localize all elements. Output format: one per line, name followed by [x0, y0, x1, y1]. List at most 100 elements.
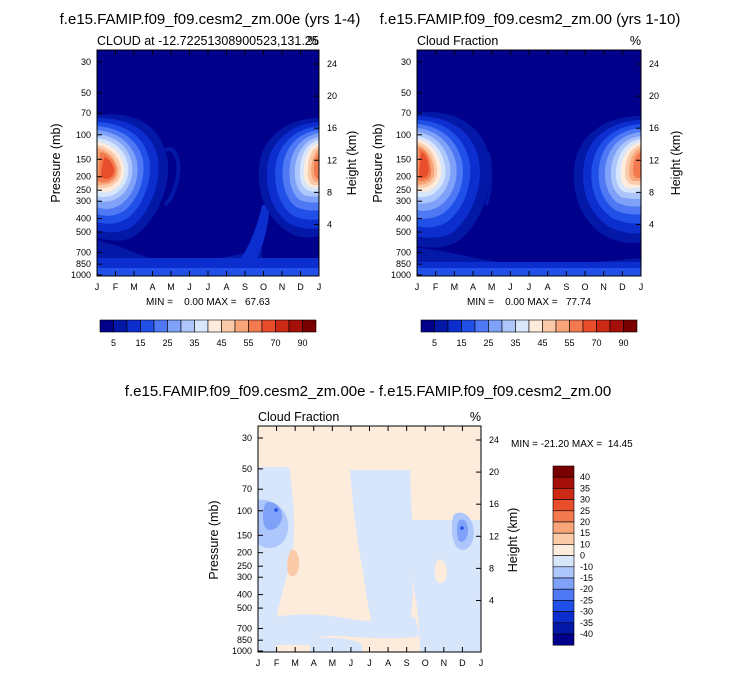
colorbar-label: 30 — [580, 495, 590, 505]
x-tick-label: J — [367, 658, 372, 668]
colorbar-label: 20 — [580, 517, 590, 527]
y-tick-label: 150 — [237, 530, 252, 540]
x-tick-label: D — [619, 282, 626, 292]
colorbar-label: 35 — [580, 483, 590, 493]
x-tick-label: M — [488, 282, 496, 292]
colorbar-swatch — [207, 319, 222, 333]
y-right-tick-label: 24 — [649, 59, 659, 69]
colorbar-swatch — [552, 521, 575, 534]
colorbar-label: 0 — [580, 551, 585, 561]
y-tick-label: 30 — [401, 57, 411, 67]
colorbar-swatch — [609, 319, 624, 333]
colorbar-swatch — [248, 319, 263, 333]
x-tick-label: D — [459, 658, 466, 668]
x-tick-label: S — [404, 658, 410, 668]
panel-3: f.e15.FAMIP.f09_f09.cesm2_zm.00e - f.e15… — [125, 383, 633, 668]
colorbar-label: 15 — [580, 528, 590, 538]
y-right-tick-label: 16 — [327, 123, 337, 133]
x-tick-label: N — [441, 658, 448, 668]
colorbar-label: 45 — [216, 338, 226, 348]
y-right-tick-label: 8 — [489, 563, 494, 573]
colorbar-swatch — [501, 319, 516, 333]
panel-3-title: f.e15.FAMIP.f09_f09.cesm2_zm.00e - f.e15… — [125, 383, 611, 400]
colorbar-swatch — [552, 600, 575, 612]
panel-2-left-blob — [417, 111, 491, 248]
panel-2-field — [417, 50, 641, 276]
panel-2-stats: MIN = 0.00 MAX = 77.74 — [467, 297, 591, 308]
x-tick-label: A — [385, 658, 391, 668]
y-tick-label: 70 — [81, 108, 91, 118]
panel-1-colorbar: 5 15 25 35 45 55 70 90 — [99, 319, 317, 348]
colorbar-swatch — [221, 319, 236, 333]
y-right-tick-label: 20 — [489, 467, 499, 477]
colorbar-swatch — [302, 319, 317, 333]
y-right-tick-label: 12 — [489, 531, 499, 541]
colorbar-swatch — [99, 319, 114, 333]
colorbar-swatch — [126, 319, 141, 333]
y-right-tick-label: 4 — [649, 219, 654, 229]
y-right-tick-label: 8 — [327, 187, 332, 197]
panel-3-subtitle-right: % — [470, 410, 481, 424]
colorbar-label: -20 — [580, 584, 593, 594]
y-tick-label: 50 — [242, 464, 252, 474]
colorbar-swatch — [552, 544, 575, 556]
y-tick-label: 100 — [396, 130, 411, 140]
colorbar-swatch — [552, 555, 575, 568]
y-tick-label: 250 — [237, 561, 252, 571]
colorbar-swatch — [194, 319, 209, 333]
y-tick-label: 1000 — [391, 270, 411, 280]
y-tick-label: 30 — [242, 433, 252, 443]
panel-3-ylabel-right: Height (km) — [506, 508, 520, 573]
x-tick-label: J — [187, 282, 192, 292]
x-tick-label: A — [223, 282, 229, 292]
colorbar-swatch — [552, 488, 575, 500]
panel-3-ylabel: Pressure (mb) — [207, 500, 221, 579]
colorbar-swatch — [288, 319, 303, 333]
y-tick-label: 850 — [237, 635, 252, 645]
y-right-tick-label: 20 — [327, 91, 337, 101]
panel-3-subtitle-left: Cloud Fraction — [258, 410, 339, 424]
y-tick-label: 850 — [76, 259, 91, 269]
colorbar-swatch — [552, 532, 575, 545]
colorbar-label: 45 — [537, 338, 547, 348]
panel-1-stats: MIN = 0.00 MAX = 67.63 — [146, 297, 270, 308]
colorbar-swatch — [261, 319, 276, 333]
x-tick-label: A — [149, 282, 155, 292]
colorbar-swatch — [552, 577, 575, 590]
x-tick-label: S — [563, 282, 569, 292]
y-tick-label: 400 — [396, 214, 411, 224]
colorbar-swatch — [552, 611, 575, 624]
y-tick-label: 70 — [401, 108, 411, 118]
colorbar-swatch — [180, 319, 195, 333]
x-tick-label: S — [242, 282, 248, 292]
y-right-tick-label: 16 — [489, 499, 499, 509]
colorbar-label: 5 — [111, 338, 116, 348]
colorbar-swatch — [447, 319, 462, 333]
y-tick-label: 700 — [76, 247, 91, 257]
panel-1-left-blob — [97, 114, 169, 241]
y-tick-label: 400 — [237, 590, 252, 600]
y-tick-label: 250 — [396, 185, 411, 195]
x-tick-label: D — [297, 282, 304, 292]
x-tick-label: M — [291, 658, 299, 668]
colorbar-label: 25 — [162, 338, 172, 348]
colorbar-swatch — [552, 633, 575, 646]
x-tick-label: J — [95, 282, 100, 292]
colorbar-label: 40 — [580, 472, 590, 482]
x-tick-label: O — [260, 282, 267, 292]
panel-2-subtitle-right: % — [630, 34, 641, 48]
y-right-tick-label: 20 — [649, 91, 659, 101]
colorbar-swatch — [153, 319, 168, 333]
colorbar-label: 10 — [580, 539, 590, 549]
x-tick-label: F — [433, 282, 439, 292]
colorbar-swatch — [474, 319, 489, 333]
y-tick-label: 50 — [401, 88, 411, 98]
colorbar-swatch — [113, 319, 128, 333]
x-tick-label: A — [470, 282, 476, 292]
colorbar-swatch — [528, 319, 543, 333]
colorbar-swatch — [552, 510, 575, 523]
y-tick-label: 300 — [76, 196, 91, 206]
